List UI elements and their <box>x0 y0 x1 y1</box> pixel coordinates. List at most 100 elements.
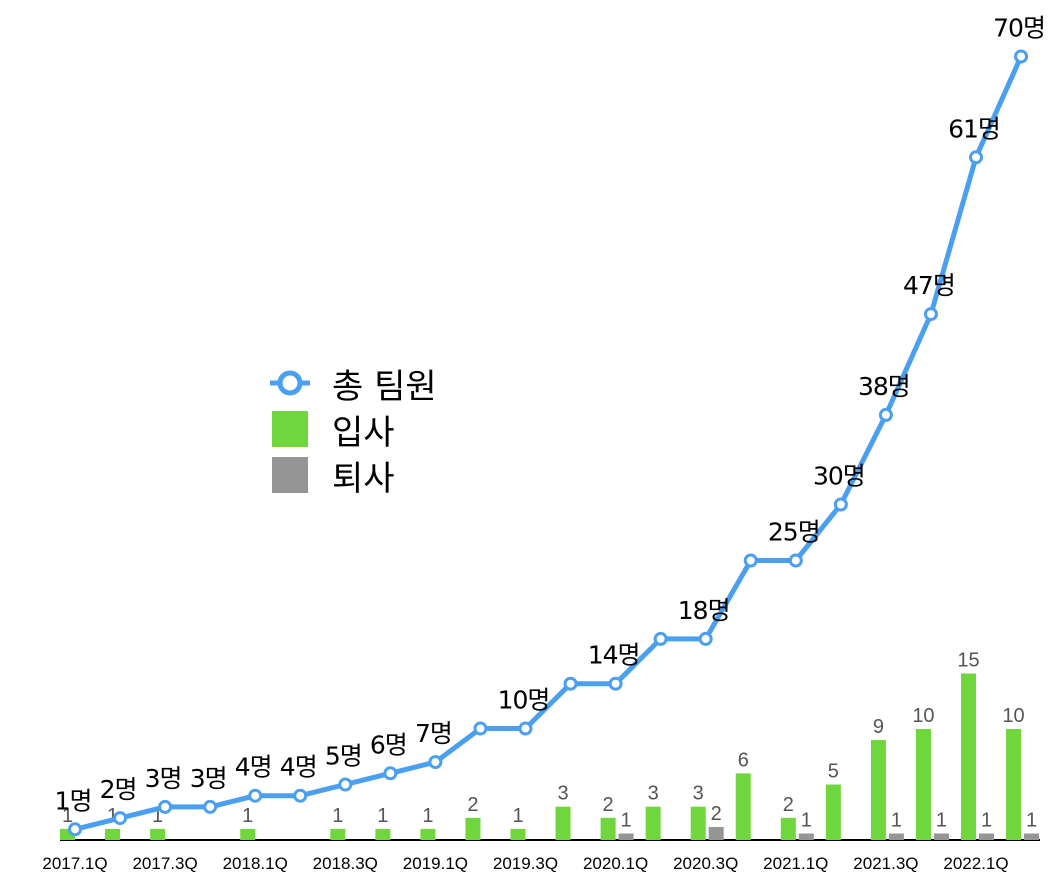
hire-bar <box>60 828 75 840</box>
total-point-label: 4명 <box>280 753 317 782</box>
x-tick-label: 2017.3Q <box>132 854 197 873</box>
hire-bar-label: 3 <box>648 783 659 805</box>
hire-bar <box>600 817 616 840</box>
hire-bar-label: 1 <box>512 805 523 827</box>
hire-bar <box>420 828 436 840</box>
total-point-label: 4명 <box>235 753 272 782</box>
hire-bar <box>150 828 166 840</box>
leave-bar <box>933 833 949 840</box>
total-point <box>428 755 443 770</box>
leave-bar-label: 1 <box>981 810 992 832</box>
total-point-label: 10명 <box>498 686 550 715</box>
hire-bar-label: 10 <box>1002 705 1024 727</box>
hire-bar-label: 10 <box>912 705 934 727</box>
x-tick-label: 2021.1Q <box>763 854 828 873</box>
hire-bar-label: 1 <box>152 805 163 827</box>
hire-bar-label: 2 <box>603 794 614 816</box>
leave-bar <box>708 827 724 840</box>
total-point-label: 38명 <box>858 372 910 401</box>
total-point-label: 2명 <box>100 775 137 804</box>
hire-bar-label: 1 <box>332 805 343 827</box>
bars-group <box>60 673 1040 840</box>
x-tick-labels-group: 2017.1Q 2017.3Q 2018.1Q 2018.3Q 2019.1Q 2019.… <box>42 854 1008 873</box>
total-point <box>653 631 668 646</box>
hire-bar <box>1006 729 1022 840</box>
total-point <box>68 822 82 837</box>
x-tick-label: 2017.1Q <box>42 854 107 873</box>
total-point-label: 6명 <box>370 730 407 759</box>
hire-bar <box>555 806 571 840</box>
leave-bar <box>979 833 994 840</box>
total-point-label: 3명 <box>145 764 182 793</box>
hire-bar <box>780 817 796 840</box>
legend-label-total: 총 팀원 <box>332 366 437 407</box>
hire-bar-label: 1 <box>422 805 433 827</box>
total-point <box>923 307 938 322</box>
total-point <box>788 553 803 568</box>
legend-item-leave: 퇴사 <box>270 452 437 499</box>
x-tick-label: 2018.1Q <box>223 854 288 873</box>
total-line <box>72 54 1024 832</box>
total-point <box>383 766 398 781</box>
hire-bar-label: 3 <box>693 783 704 805</box>
hire-bar <box>240 828 256 840</box>
green-swatch-icon <box>270 409 310 449</box>
hire-bar-label: 15 <box>957 650 979 672</box>
gray-swatch-icon <box>270 455 310 495</box>
line-group <box>68 49 1029 837</box>
hire-bar <box>465 817 481 840</box>
leave-bar <box>618 833 634 840</box>
legend-label-leave: 퇴사 <box>332 458 395 499</box>
leave-bar <box>1024 833 1040 840</box>
x-tick-label: 2021.3Q <box>853 854 918 873</box>
total-point-label: 5명 <box>325 742 362 771</box>
total-point <box>608 676 623 691</box>
total-point <box>563 676 578 691</box>
total-point <box>473 721 488 736</box>
hire-bar-label: 2 <box>783 794 794 816</box>
hire-bar-label: 1 <box>242 805 253 827</box>
x-tick-label: 2019.1Q <box>403 854 468 873</box>
hire-bar-label: 1 <box>107 805 118 827</box>
x-tick-label: 2022.1Q <box>943 854 1008 873</box>
total-point <box>878 407 893 422</box>
leave-bar-label: 1 <box>1026 810 1037 832</box>
hire-bar-label: 1 <box>377 805 388 827</box>
total-point-label: 1명 <box>55 786 92 815</box>
hire-bar <box>915 729 931 840</box>
leave-bar <box>888 833 904 840</box>
total-point <box>698 631 713 646</box>
hire-bar-label: 2 <box>467 794 478 816</box>
hire-bar-label: 9 <box>873 716 884 738</box>
total-point-label: 47명 <box>903 271 955 300</box>
hire-bar <box>510 828 526 840</box>
total-point <box>969 150 983 165</box>
total-point <box>833 497 848 512</box>
legend-item-hire: 입사 <box>270 406 437 453</box>
hire-bar <box>375 828 391 840</box>
leave-bar-label: 1 <box>936 810 947 832</box>
hire-bar-label: 1 <box>62 805 73 827</box>
total-point-label: 18명 <box>678 596 730 625</box>
line-marker-icon <box>270 363 310 403</box>
hire-bar-label: 5 <box>828 761 839 783</box>
line-labels-group: 1명 2명 3명 3명 4명 4명 5명 6명 7명 10명 14명 18명 25명 30명 38명 47명 6… <box>55 14 1046 816</box>
leave-bar-label: 2 <box>711 803 722 825</box>
total-point <box>248 788 263 803</box>
hire-bar-label: 3 <box>557 783 568 805</box>
total-point <box>113 811 128 826</box>
total-point <box>1014 49 1029 64</box>
hire-bar <box>330 828 346 840</box>
hire-bar <box>870 740 886 840</box>
hire-bar <box>961 673 976 840</box>
total-point <box>293 788 308 803</box>
hire-bar <box>735 773 751 840</box>
x-tick-label: 2019.3Q <box>493 854 558 873</box>
total-point-label: 61명 <box>948 114 1000 143</box>
total-point <box>518 721 533 736</box>
leave-bar-label: 1 <box>801 810 812 832</box>
total-point-label: 7명 <box>415 719 452 748</box>
total-point-label: 25명 <box>768 518 820 547</box>
legend-label-hire: 입사 <box>332 412 395 453</box>
